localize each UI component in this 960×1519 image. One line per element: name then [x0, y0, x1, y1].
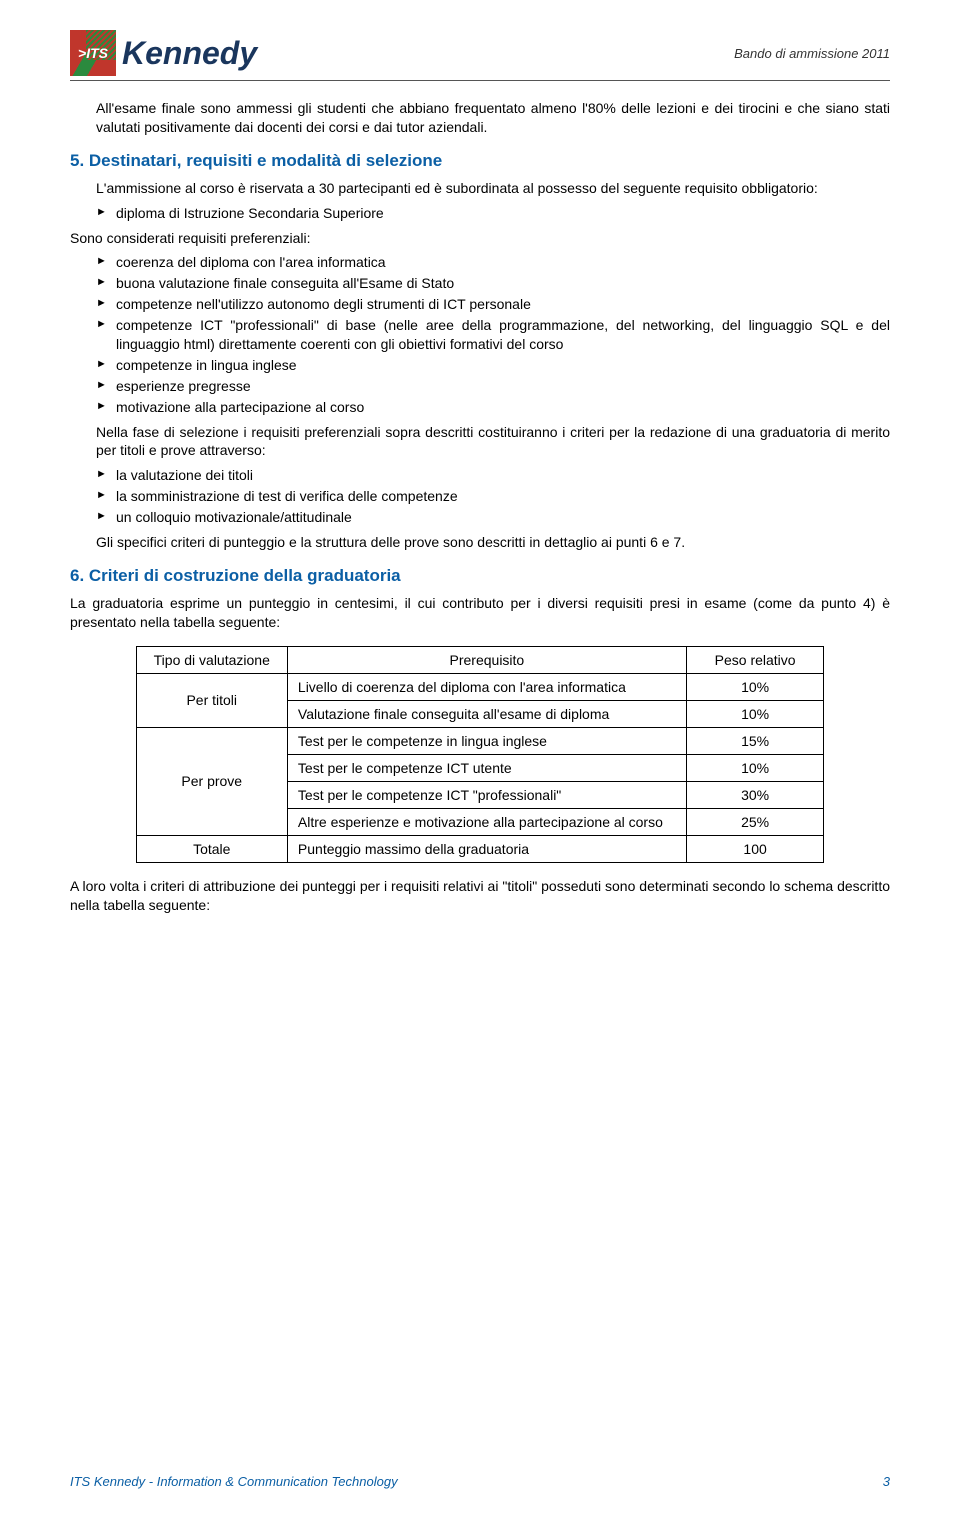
section-5-heading: 5. Destinatari, requisiti e modalità di …	[70, 151, 890, 171]
table-header-cell: Tipo di valutazione	[136, 646, 287, 673]
table-row: Per prove Test per le competenze in ling…	[136, 727, 824, 754]
table-cell: 10%	[686, 754, 824, 781]
list-item: la valutazione dei titoli	[96, 466, 890, 485]
table-cell: Test per le competenze in lingua inglese	[287, 727, 686, 754]
table-row: Per titoli Livello di coerenza del diplo…	[136, 673, 824, 700]
list-item: coerenza del diploma con l'area informat…	[96, 253, 890, 272]
table-header-row: Tipo di valutazione Prerequisito Peso re…	[136, 646, 824, 673]
list-item: competenze nell'utilizzo autonomo degli …	[96, 295, 890, 314]
table-cell: Punteggio massimo della graduatoria	[287, 835, 686, 862]
s5-through-list: la valutazione dei titoli la somministra…	[96, 466, 890, 527]
logo-abbrev: >ITS	[78, 45, 108, 61]
s5-p4: Gli specifici criteri di punteggio e la …	[70, 533, 890, 552]
table-cell: 10%	[686, 673, 824, 700]
table-cell: Test per le competenze ICT utente	[287, 754, 686, 781]
table-cell: Per titoli	[136, 673, 287, 727]
list-item: diploma di Istruzione Secondaria Superio…	[96, 204, 890, 223]
table-cell: Livello di coerenza del diploma con l'ar…	[287, 673, 686, 700]
criteria-table: Tipo di valutazione Prerequisito Peso re…	[136, 646, 825, 863]
table-header-cell: Prerequisito	[287, 646, 686, 673]
section-6-heading: 6. Criteri di costruzione della graduato…	[70, 566, 890, 586]
table-cell: Test per le competenze ICT "professional…	[287, 781, 686, 808]
table-cell: 100	[686, 835, 824, 862]
list-item: motivazione alla partecipazione al corso	[96, 398, 890, 417]
s5-preferential-list: coerenza del diploma con l'area informat…	[96, 253, 890, 416]
table-cell: Valutazione finale conseguita all'esame …	[287, 700, 686, 727]
page-header: >ITS Kennedy Bando di ammissione 2011	[70, 30, 890, 81]
list-item: esperienze pregresse	[96, 377, 890, 396]
s6-p2: A loro volta i criteri di attribuzione d…	[70, 877, 890, 915]
table-cell: Totale	[136, 835, 287, 862]
list-item: un colloquio motivazionale/attitudinale	[96, 508, 890, 527]
table-cell: 10%	[686, 700, 824, 727]
table-cell: 30%	[686, 781, 824, 808]
intro-paragraph: All'esame finale sono ammessi gli studen…	[70, 99, 890, 137]
logo-brand-text: Kennedy	[122, 35, 257, 72]
table-row: Totale Punteggio massimo della graduator…	[136, 835, 824, 862]
list-item: buona valutazione finale conseguita all'…	[96, 274, 890, 293]
table-cell: Altre esperienze e motivazione alla part…	[287, 808, 686, 835]
page-number: 3	[883, 1474, 890, 1489]
page-footer: ITS Kennedy - Information & Communicatio…	[70, 1473, 890, 1489]
s5-p2: Sono considerati requisiti preferenziali…	[70, 229, 890, 248]
list-item: la somministrazione di test di verifica …	[96, 487, 890, 506]
table-cell: 25%	[686, 808, 824, 835]
table-cell: Per prove	[136, 727, 287, 835]
table-header-cell: Peso relativo	[686, 646, 824, 673]
s5-p3: Nella fase di selezione i requisiti pref…	[70, 423, 890, 461]
table-cell: 15%	[686, 727, 824, 754]
logo-mark: >ITS	[70, 30, 116, 76]
doc-reference: Bando di ammissione 2011	[734, 46, 890, 61]
s5-p1: L'ammissione al corso è riservata a 30 p…	[70, 179, 890, 198]
footer-text: ITS Kennedy - Information & Communicatio…	[70, 1474, 398, 1489]
s5-required-list: diploma di Istruzione Secondaria Superio…	[96, 204, 890, 223]
list-item: competenze in lingua inglese	[96, 356, 890, 375]
logo: >ITS Kennedy	[70, 30, 257, 76]
s6-p1: La graduatoria esprime un punteggio in c…	[70, 594, 890, 632]
list-item: competenze ICT "professionali" di base (…	[96, 316, 890, 354]
